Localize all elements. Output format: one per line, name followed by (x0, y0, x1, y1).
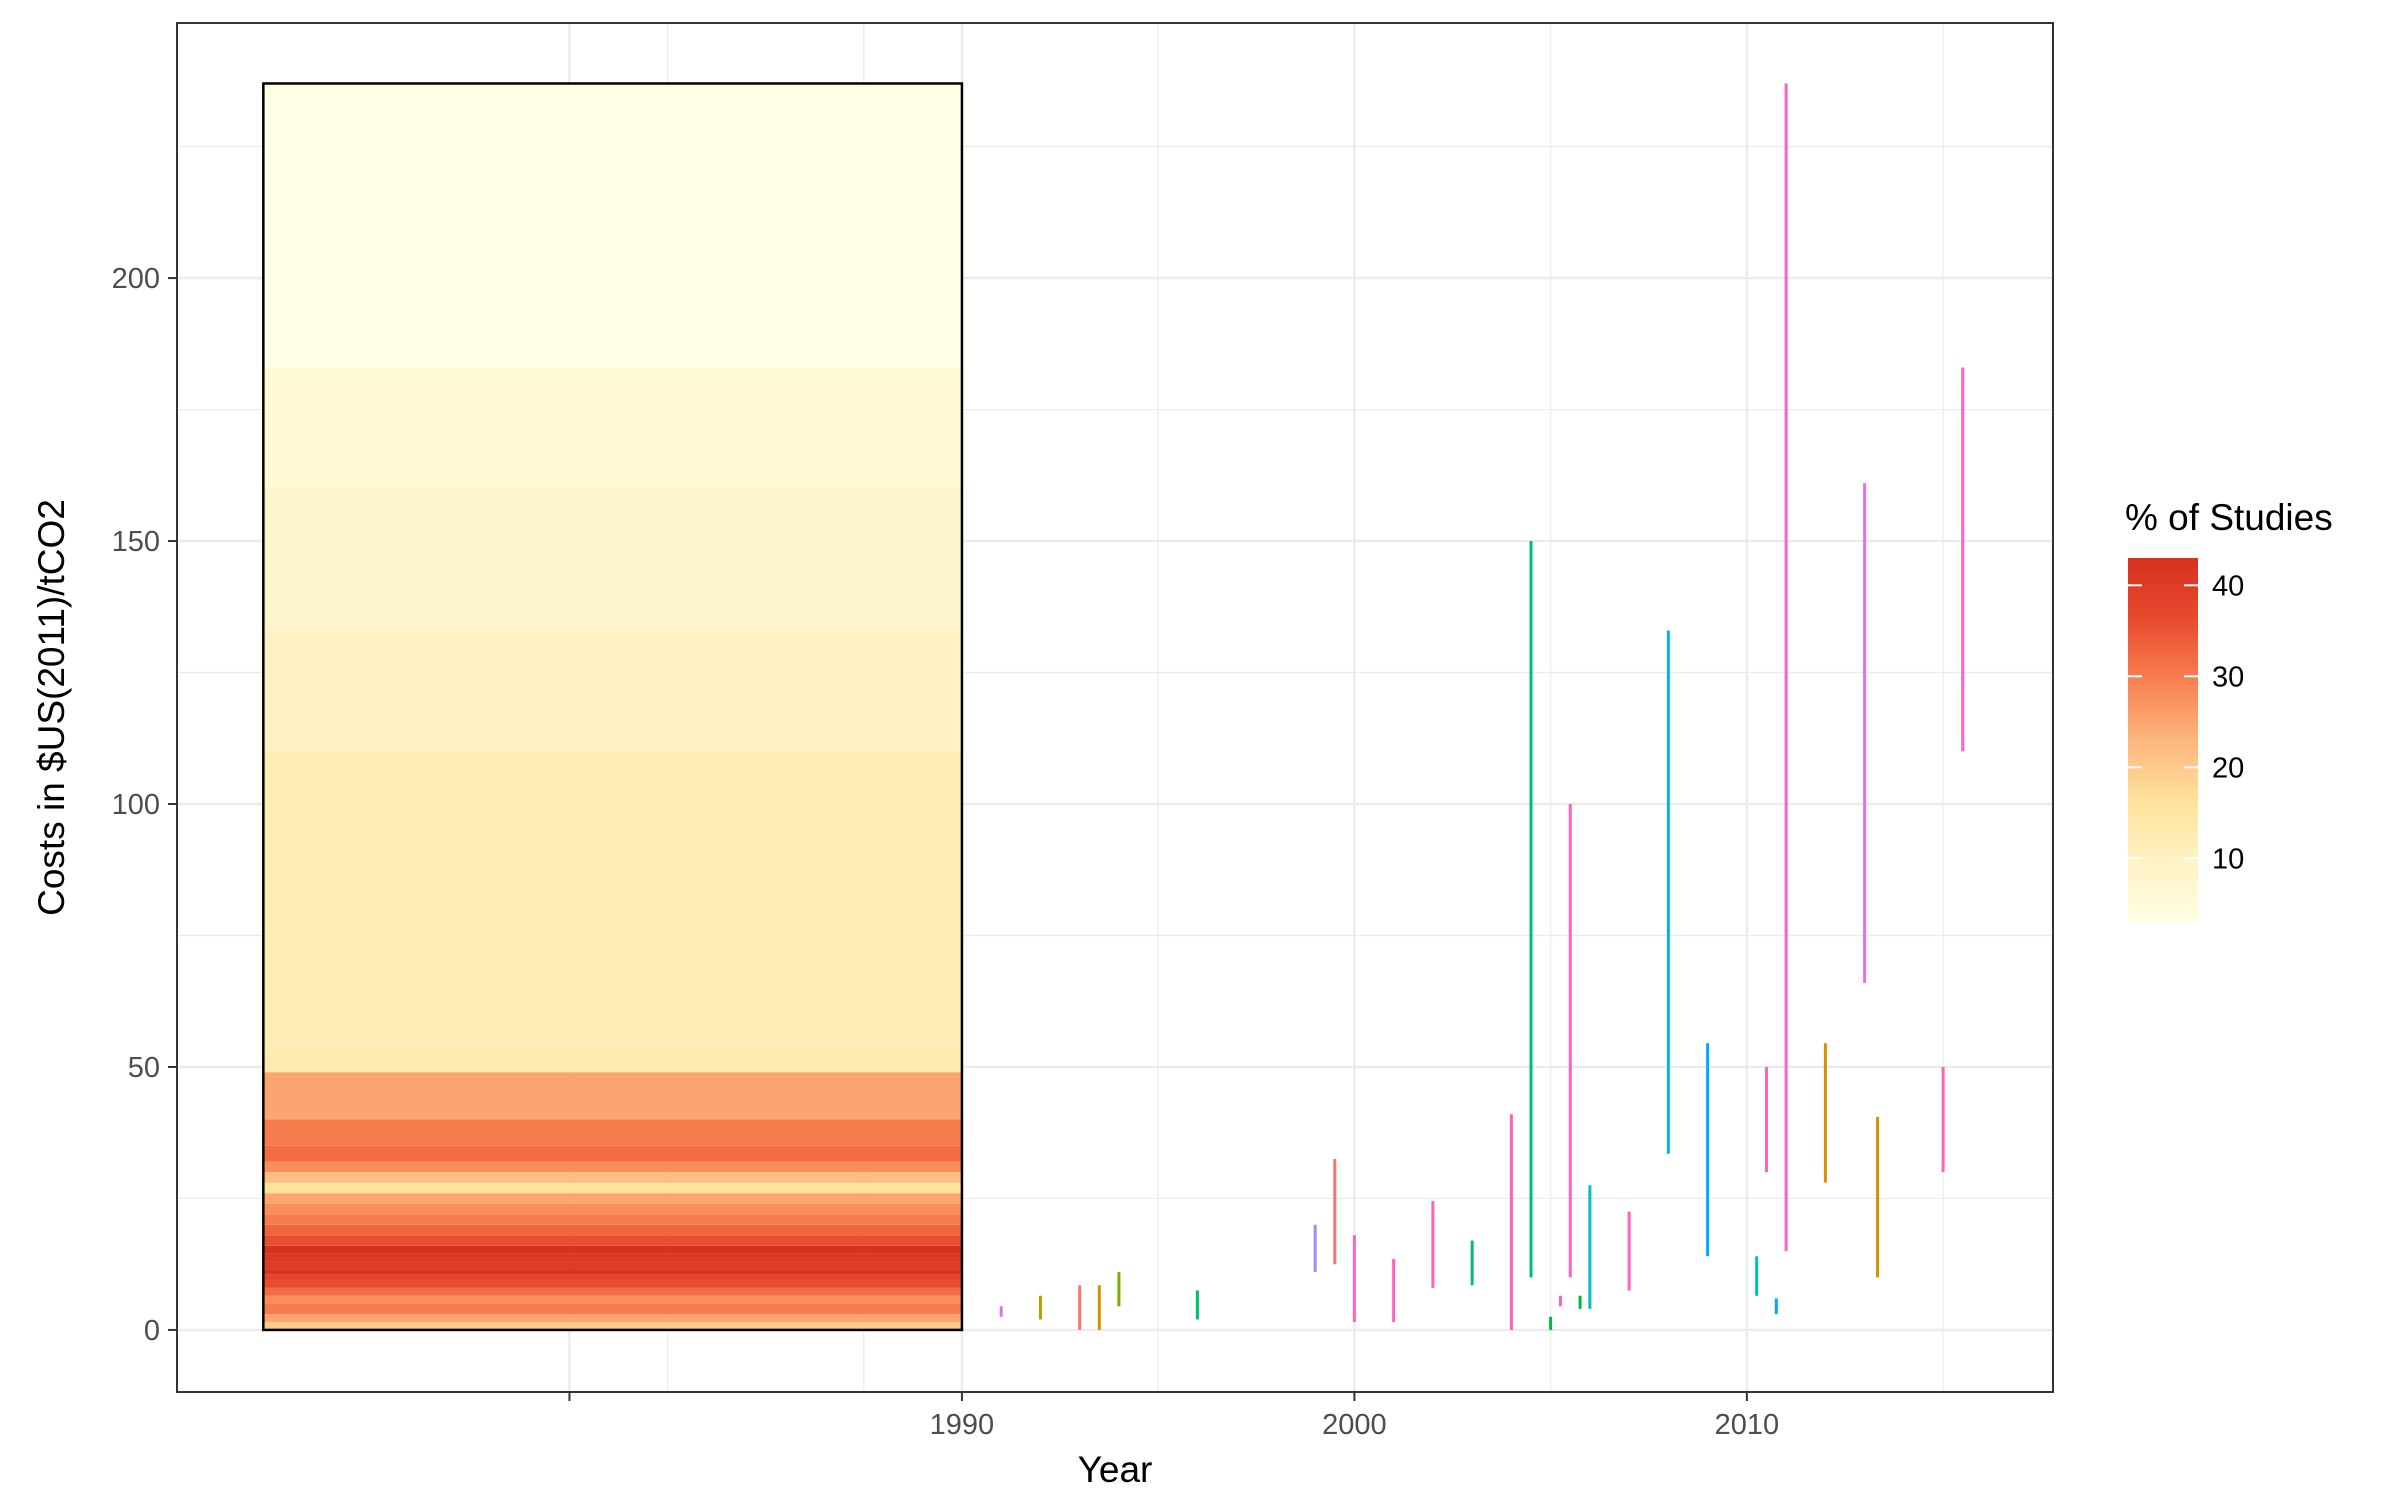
x-tick-label: 2000 (1322, 1409, 1387, 1441)
summary-box (262, 82, 964, 1332)
range-segments (999, 83, 1965, 1330)
legend-label: 10 (2212, 843, 2244, 875)
summary-band (263, 1072, 962, 1120)
summary-band (263, 988, 962, 1046)
summary-band (263, 1172, 962, 1183)
summary-band (263, 1274, 962, 1280)
y-tick-label: 150 (112, 526, 160, 558)
summary-band (263, 630, 962, 752)
y-axis-title: Costs in $US(2011)/tCO2 (31, 499, 72, 916)
legend-label: 20 (2212, 752, 2244, 784)
y-tick-label: 100 (112, 789, 160, 821)
summary-band (263, 804, 962, 989)
summary-band (263, 1045, 962, 1073)
y-tick-label: 0 (144, 1315, 160, 1347)
summary-band (263, 1161, 962, 1173)
summary-band (263, 1269, 962, 1275)
summary-band (263, 83, 962, 368)
summary-band (263, 1203, 962, 1215)
axis-ticks: 0 50 100 150 200 1990 2000 2010 (112, 263, 1780, 1441)
summary-band (263, 1119, 962, 1146)
legend-colorbar (2128, 558, 2198, 922)
summary-band (263, 1214, 962, 1225)
summary-band (263, 1303, 962, 1315)
y-tick-label: 200 (112, 263, 160, 295)
summary-band (263, 1224, 962, 1236)
y-tick-label: 50 (128, 1052, 160, 1084)
x-tick-label: 1990 (930, 1409, 995, 1441)
summary-band (263, 488, 962, 631)
x-tick-label: 2010 (1715, 1409, 1780, 1441)
summary-band (263, 1322, 962, 1330)
summary-band (263, 1287, 962, 1296)
summary-box-outline (262, 82, 964, 1332)
summary-band (263, 367, 962, 489)
legend: % of Studies 10 20 30 40 (2125, 497, 2333, 922)
summary-band (263, 1245, 962, 1254)
summary-band (263, 1145, 962, 1162)
summary-band (263, 1314, 962, 1323)
summary-band (263, 751, 962, 805)
legend-label: 40 (2212, 570, 2244, 602)
x-axis-title: Year (1078, 1449, 1153, 1490)
summary-band (263, 1279, 962, 1288)
summary-band (263, 1182, 962, 1194)
summary-band (263, 1193, 962, 1204)
summary-band (263, 1253, 962, 1262)
panel-border (176, 22, 2054, 1393)
summary-band (263, 1235, 962, 1246)
summary-band (263, 1261, 962, 1270)
legend-label: 30 (2212, 661, 2244, 693)
summary-band (263, 1295, 962, 1304)
legend-title: % of Studies (2125, 497, 2333, 538)
